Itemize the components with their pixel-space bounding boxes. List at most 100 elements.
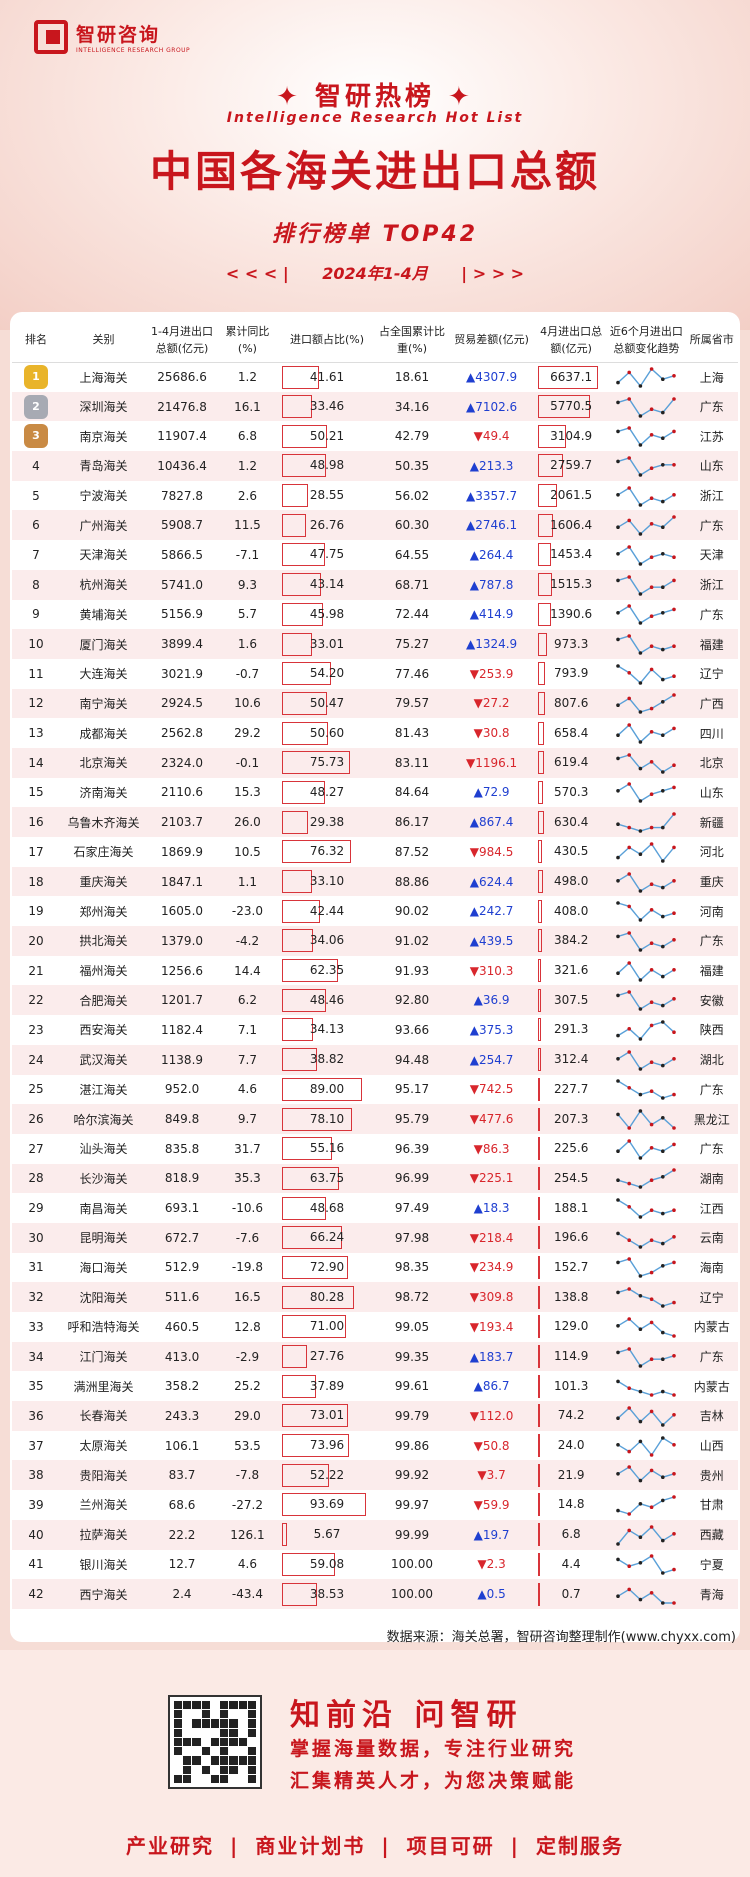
trade-balance: ▲787.8 (447, 569, 536, 600)
trend-point (672, 1234, 677, 1239)
trend-point (661, 1435, 665, 1440)
trend-point (616, 733, 621, 738)
total-value: 3021.9 (161, 666, 204, 681)
bar-fill (538, 780, 544, 804)
total-value: 693.1 (164, 1201, 200, 1216)
customs-name: 大连海关 (79, 667, 128, 682)
qr-cell (201, 1774, 210, 1783)
qr-cell (174, 1756, 183, 1765)
trend-point (638, 502, 643, 507)
customs-name: 长沙海关 (59, 1163, 148, 1194)
bar-fill (282, 1107, 353, 1131)
trend-point (661, 551, 665, 556)
bar-fill (538, 1255, 541, 1279)
trade-balance: ▼50.8 (473, 1438, 510, 1453)
trend-point (627, 1238, 632, 1242)
trend-point (650, 1591, 654, 1595)
trend-point (627, 574, 632, 579)
customs-name: 武汉海关 (59, 1044, 148, 1075)
yoy-value: 10.6 (216, 688, 278, 719)
trend-cell (607, 1282, 686, 1312)
bar-fill (538, 1463, 541, 1487)
bar-fill (538, 959, 542, 983)
table-row: 17 石家庄海关 1869.9 10.5 76.32 87.52 ▼984.5 430.5 河北 (12, 837, 738, 867)
qr-code-icon[interactable] (168, 1695, 262, 1789)
bar-fill (538, 1018, 541, 1042)
province: 天津 (699, 548, 724, 563)
table-row: 13 成都海关 2562.8 29.2 50.60 81.43 ▼30.8 658.4 四川 (12, 718, 738, 748)
customs-name: 贵阳海关 (59, 1460, 148, 1491)
table-row: 12 南宁海关 2924.5 10.6 50.47 79.57 ▼27.2 807.6 广西 (12, 688, 738, 719)
trend-sparkline (616, 515, 677, 537)
april-total-cell: 21.9 (535, 1460, 608, 1491)
table-row: 29 南昌海关 693.1 -10.6 48.68 97.49 ▲18.3 188.1 江西 (12, 1193, 738, 1223)
trend-point (650, 614, 654, 619)
rank-cell: 15 (28, 785, 44, 800)
april-total-bar: 227.7 (538, 1077, 604, 1102)
qr-cell (229, 1765, 238, 1774)
import-share-cell: 33.46 (277, 391, 377, 422)
trend-point (638, 888, 643, 893)
bar-fill (538, 1345, 541, 1369)
trend-point (650, 1524, 654, 1529)
table-row: 35 满洲里海关 358.2 25.2 37.89 99.61 ▲86.7 101.3 内蒙古 (12, 1371, 738, 1401)
import-share-bar: 33.10 (282, 869, 372, 894)
trend-line (617, 872, 675, 892)
qr-cell (229, 1701, 238, 1710)
customs-name: 合肥海关 (59, 985, 148, 1016)
customs-name: 银川海关 (79, 1557, 128, 1572)
trade-balance: ▼234.9 (469, 1260, 514, 1275)
april-total-value: 658.4 (553, 725, 589, 740)
april-total-value: 408.0 (553, 903, 589, 918)
trade-balance: ▲72.9 (473, 785, 510, 800)
page-title: 中国各海关进出口总额 (149, 147, 600, 196)
province: 西藏 (685, 1519, 738, 1550)
trade-balance: ▲1324.9 (447, 629, 536, 659)
service-item[interactable]: 商业计划书 (255, 1834, 366, 1858)
april-total-cell: 291.3 (535, 1015, 607, 1045)
cumulative-share: 91.93 (394, 963, 430, 978)
qr-cell (229, 1710, 238, 1719)
april-total-cell: 658.4 (535, 718, 607, 748)
footer-background (0, 1650, 750, 1877)
april-total-cell: 384.2 (535, 926, 608, 956)
service-item[interactable]: 项目可研 (406, 1834, 495, 1858)
total-value: 413.0 (147, 1341, 217, 1372)
rank-cell: 32 (12, 1282, 60, 1312)
bar-fill (282, 365, 320, 389)
bar-fill (282, 1018, 313, 1042)
bar-fill (538, 1196, 541, 1220)
april-total-bar: 384.2 (538, 928, 604, 953)
trend-point (638, 829, 643, 833)
trend-line (617, 516, 675, 536)
april-total-bar: 3104.9 (538, 424, 604, 449)
import-share-cell: 75.73 (277, 747, 377, 778)
import-share-bar: 33.46 (282, 394, 372, 419)
service-item[interactable]: 定制服务 (535, 1834, 624, 1858)
trend-point (638, 1479, 643, 1483)
service-item[interactable]: 产业研究 (126, 1834, 215, 1858)
import-share-cell: 48.46 (277, 985, 377, 1016)
bar-fill (282, 662, 331, 686)
trend-point (638, 473, 643, 477)
customs-name: 青岛海关 (59, 451, 148, 481)
qr-cell (238, 1756, 247, 1765)
prev-arrows[interactable]: < < < | (225, 264, 289, 283)
table-row: 40 拉萨海关 22.2 126.1 5.67 99.99 ▲19.7 6.8 西藏 (12, 1519, 738, 1550)
next-arrows[interactable]: | > > > (461, 264, 525, 283)
trend-cell (607, 688, 686, 719)
trend-point (627, 485, 632, 490)
trend-point (650, 1023, 654, 1028)
trend-point (672, 607, 677, 612)
april-total-bar: 138.8 (538, 1285, 604, 1310)
trend-point (672, 693, 677, 698)
qr-cell (229, 1747, 238, 1756)
qr-cell (210, 1719, 220, 1728)
trend-sparkline (616, 1346, 677, 1368)
total-value: 25686.6 (157, 370, 207, 385)
trade-balance: ▲439.5 (447, 926, 536, 956)
rank-cell: 3 (12, 421, 60, 451)
table-row: 32 沈阳海关 511.6 16.5 80.28 98.72 ▼309.8 138.8 辽宁 (12, 1282, 738, 1312)
bar-fill (282, 395, 313, 419)
bar-fill (538, 365, 599, 389)
